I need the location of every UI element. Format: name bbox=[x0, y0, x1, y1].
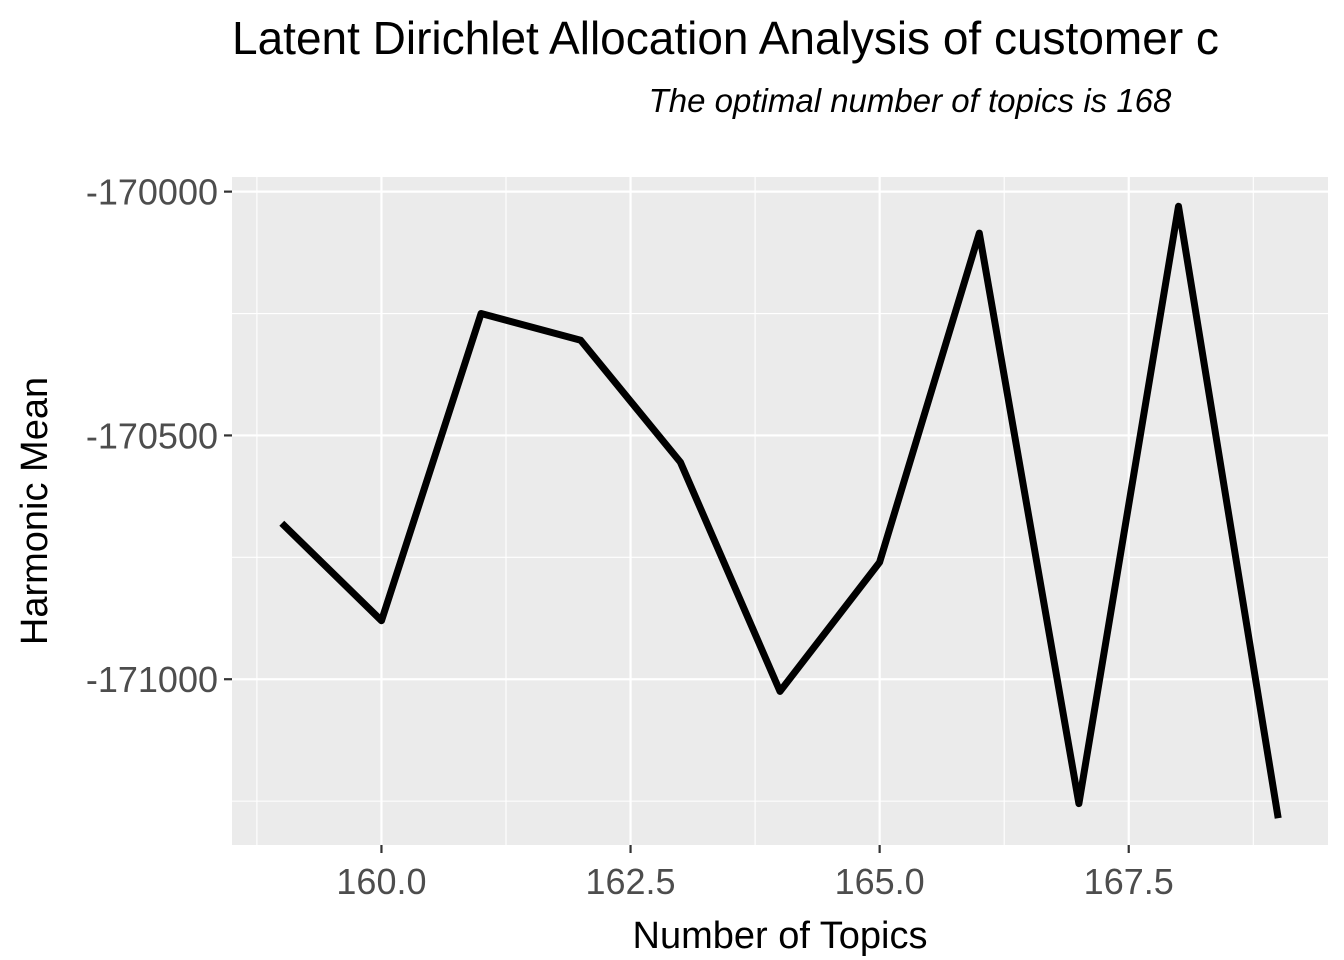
chart-title: Latent Dirichlet Allocation Analysis of … bbox=[232, 12, 1219, 64]
x-tick-label-0: 160.0 bbox=[336, 861, 426, 902]
y-tick-label-2: -171000 bbox=[86, 659, 218, 700]
y-tick-label-0: -170000 bbox=[86, 172, 218, 213]
x-tick-label-2: 165.0 bbox=[835, 861, 925, 902]
x-axis-title: Number of Topics bbox=[633, 915, 928, 957]
gridlines bbox=[232, 177, 1328, 845]
y-axis-title: Harmonic Mean bbox=[14, 377, 56, 645]
axis-ticks: 160.0 162.5 165.0 167.5 -170000 -170500 -17100… bbox=[86, 172, 1174, 902]
y-tick-label-1: -170500 bbox=[86, 415, 218, 456]
chart-subtitle: The optimal number of topics is 168 bbox=[649, 82, 1172, 119]
x-tick-label-1: 162.5 bbox=[585, 861, 675, 902]
series-layer bbox=[279, 202, 1282, 819]
x-tick-label-3: 167.5 bbox=[1084, 861, 1174, 902]
